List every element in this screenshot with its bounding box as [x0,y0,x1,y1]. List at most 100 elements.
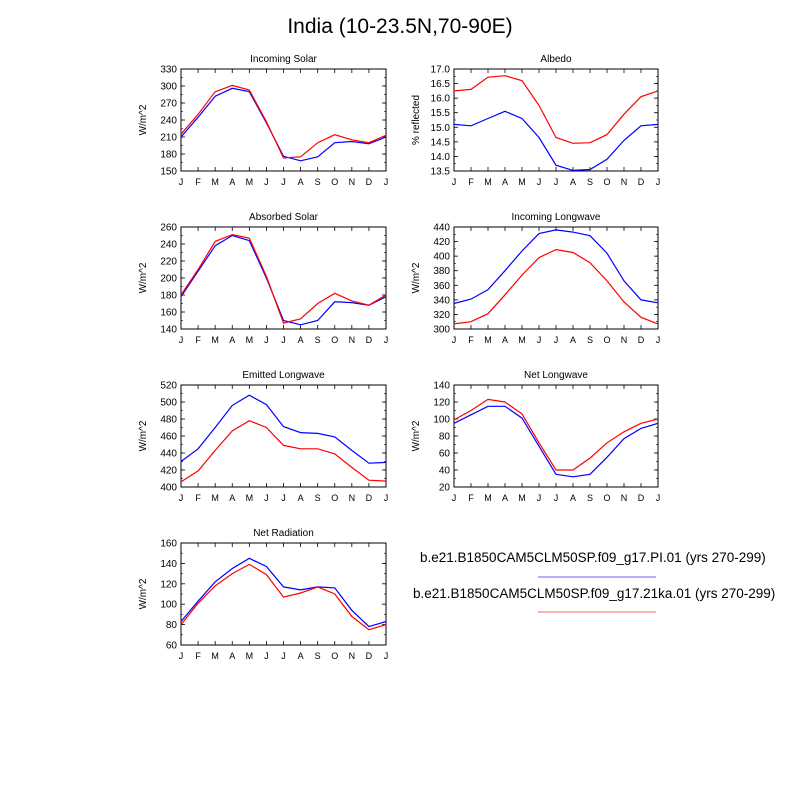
y-tick-label: 180 [160,291,177,302]
y-tick-label: 14.5 [431,137,451,148]
x-tick-label: A [502,177,508,187]
y-tick-label: 500 [160,398,177,409]
y-tick-label: 400 [433,252,450,263]
y-axis-label: W/m^2 [411,262,422,293]
x-tick-label: S [315,493,321,503]
x-tick-label: F [468,335,474,345]
series-line-pi [453,110,659,172]
legend-swatch-pi [538,576,656,578]
panel-3: J F M A M J J A S O N D J300320340360380400420440Inc… [411,212,660,345]
x-tick-label: J [179,651,184,661]
y-tick-label: 120 [433,398,450,409]
x-tick-label: J [179,177,184,187]
y-tick-label: 200 [160,274,177,285]
x-tick-label: D [366,177,373,187]
y-tick-label: 480 [160,415,177,426]
x-tick-label: A [229,493,235,503]
panel-4: J F M A M J J A S O N D J400420440460480500520Emitte… [138,370,388,503]
x-tick-label: J [656,335,661,345]
x-tick-label: F [195,177,201,187]
x-tick-label: J [264,493,269,503]
x-tick-label: F [195,493,201,503]
x-tick-label: O [331,493,338,503]
y-tick-label: 400 [160,483,177,494]
y-tick-label: 16.5 [431,79,451,90]
x-tick-label: S [315,335,321,345]
series-line-pi [180,234,387,326]
y-tick-label: 330 [160,65,177,76]
y-axis-label: W/m^2 [411,420,422,451]
x-tick-label: A [298,651,304,661]
x-tick-label: O [603,177,610,187]
y-tick-label: 240 [160,116,177,127]
x-tick-label: S [315,651,321,661]
x-tick-label: N [621,493,628,503]
x-tick-label: O [331,177,338,187]
series-line-pi [453,229,659,305]
x-tick-label: J [554,177,559,187]
series-line-21ka [180,84,387,159]
x-tick-label: J [452,493,457,503]
x-tick-label: M [211,651,219,661]
y-tick-label: 420 [160,466,177,477]
y-tick-label: 20 [439,483,451,494]
y-tick-label: 140 [433,381,450,392]
y-tick-label: 60 [439,449,451,460]
x-tick-label: D [638,335,645,345]
y-axis-label: W/m^2 [138,262,149,293]
legend-label-pi: b.e21.B1850CAM5CLM50SP.f09_g17.PI.01 (yr… [420,550,766,565]
x-tick-label: F [468,177,474,187]
x-tick-label: J [537,177,542,187]
series-line-pi [453,405,659,478]
y-tick-label: 14.0 [431,152,451,163]
x-tick-label: S [587,335,593,345]
x-tick-label: O [603,335,610,345]
x-tick-label: J [281,177,286,187]
panel-title: Incoming Solar [250,54,317,65]
y-tick-label: 140 [160,325,177,336]
x-tick-label: A [298,493,304,503]
x-tick-label: J [452,335,457,345]
y-tick-label: 16.0 [431,94,451,105]
x-tick-label: J [554,493,559,503]
x-tick-label: M [484,177,492,187]
y-tick-label: 420 [433,237,450,248]
x-tick-label: J [179,493,184,503]
panel-title: Absorbed Solar [249,212,319,223]
x-tick-label: M [484,335,492,345]
x-tick-label: D [366,335,373,345]
x-tick-label: J [384,335,389,345]
x-tick-label: O [603,493,610,503]
x-tick-label: M [211,335,219,345]
y-tick-label: 80 [166,620,178,631]
y-tick-label: 260 [160,223,177,234]
x-tick-label: D [638,177,645,187]
x-tick-label: J [656,493,661,503]
x-tick-label: M [518,493,526,503]
x-tick-label: N [349,335,356,345]
series-line-pi [180,557,387,628]
x-tick-label: F [195,335,201,345]
legend-swatch-21ka [538,611,656,613]
series-line-21ka [453,248,659,325]
y-tick-label: 120 [160,579,177,590]
x-tick-label: J [281,493,286,503]
x-tick-label: A [298,335,304,345]
plot-frame [180,542,387,646]
x-tick-label: F [468,493,474,503]
y-tick-label: 140 [160,559,177,570]
panel-1: J F M A M J J A S O N D J13.514.014.515.015.516.016.… [411,54,660,187]
x-tick-label: J [554,335,559,345]
y-tick-label: 520 [160,381,177,392]
y-tick-label: 380 [433,266,450,277]
y-tick-label: 210 [160,133,177,144]
plot-frame [180,226,387,330]
x-tick-label: A [502,493,508,503]
x-tick-label: N [349,493,356,503]
y-tick-label: 240 [160,240,177,251]
x-tick-label: A [229,651,235,661]
series-line-pi [180,394,387,464]
y-tick-label: 100 [160,600,177,611]
plot-frame [453,226,659,330]
